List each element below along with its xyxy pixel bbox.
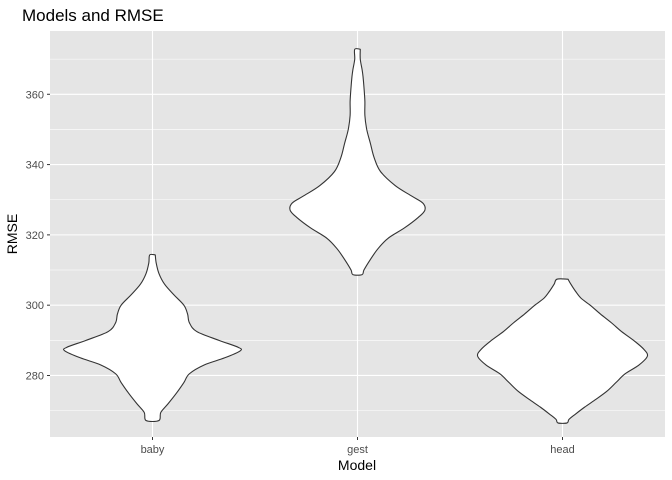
violin-group <box>62 48 649 424</box>
y-tick-label: 360 <box>26 89 44 101</box>
y-tick-label: 340 <box>26 160 44 172</box>
y-axis-title: RMSE <box>4 214 20 254</box>
violin-gest <box>289 48 426 276</box>
violin-head <box>476 278 649 424</box>
violin-baby <box>62 253 243 423</box>
x-axis: baby gest head <box>141 437 575 456</box>
y-tick-label: 320 <box>26 230 44 242</box>
x-axis-title: Model <box>338 457 376 473</box>
y-tick-label: 280 <box>26 370 44 382</box>
y-axis: 280 300 320 340 360 <box>26 89 50 382</box>
x-tick-label-head: head <box>550 444 574 456</box>
chart-title: Models and RMSE <box>22 6 164 25</box>
y-tick-label: 300 <box>26 300 44 312</box>
x-tick-label-baby: baby <box>141 444 165 456</box>
x-tick-label-gest: gest <box>347 444 368 456</box>
